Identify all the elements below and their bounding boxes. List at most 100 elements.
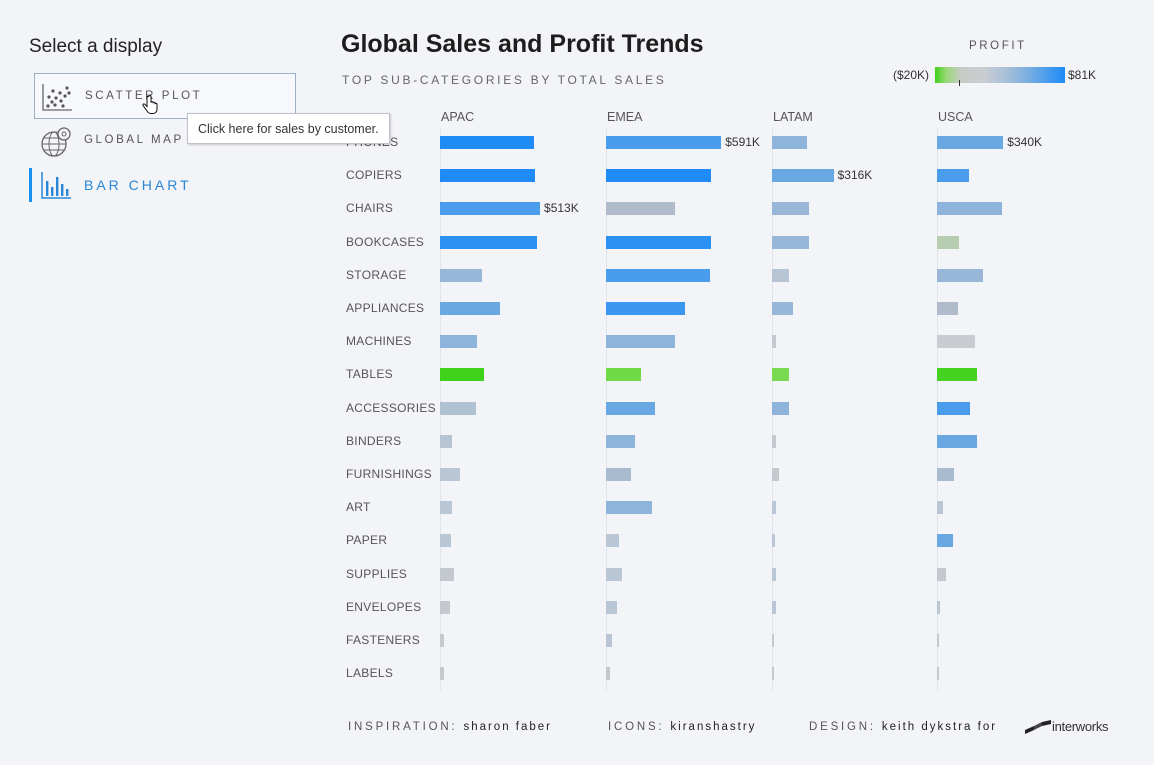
bar [772, 634, 774, 647]
bar [772, 202, 809, 216]
footer-icons-label: ICONS: [608, 721, 665, 733]
region-header: EMEA [607, 110, 643, 124]
bar [772, 335, 777, 349]
bar [772, 302, 794, 315]
bar [440, 434, 453, 448]
bar [440, 368, 484, 382]
profit-color-scale [935, 67, 1065, 83]
bar [440, 268, 482, 282]
bar [772, 368, 790, 382]
bar [772, 667, 774, 681]
bar [937, 268, 983, 282]
category-label: MACHINES [346, 334, 412, 349]
bar [937, 235, 960, 249]
bar [440, 501, 452, 515]
bar [440, 534, 452, 548]
legend-title: PROFIT [969, 40, 1027, 52]
bar [440, 667, 444, 681]
bar [606, 268, 711, 282]
data-label: $591K [725, 135, 760, 149]
bar [440, 335, 477, 349]
bar [937, 136, 1004, 149]
bar [606, 534, 619, 548]
category-label: LABELS [346, 666, 394, 681]
bar [937, 368, 978, 382]
bar [440, 567, 454, 581]
bar [606, 600, 618, 614]
bar [772, 268, 790, 282]
bar-chart: PHONESCOPIERSCHAIRSBOOKCASESSTORAGEAPPLI… [346, 110, 1042, 690]
bar [937, 434, 978, 448]
footer-design-label: DESIGN: [809, 721, 876, 733]
bar [440, 401, 477, 415]
bar [606, 368, 642, 382]
data-label: $316K [837, 168, 873, 183]
footer-icons-name: kiranshastry [670, 721, 757, 733]
bar-chart-label: BAR CHART [84, 177, 192, 193]
bar [440, 600, 450, 614]
bar [937, 468, 955, 481]
bar [772, 136, 807, 149]
bar-chart-icon [41, 172, 71, 199]
category-label: BOOKCASES [346, 234, 425, 249]
region-header: LATAM [773, 110, 813, 124]
bar [772, 501, 777, 515]
footer-icons: ICONS: kiranshastry [608, 721, 756, 733]
hand-cursor-icon [142, 95, 158, 114]
category-label: FASTENERS [346, 633, 421, 647]
bar [440, 302, 500, 315]
bar [606, 634, 612, 647]
category-label: CHAIRS [346, 201, 394, 216]
bar [440, 202, 541, 216]
footer-design: DESIGN: keith dykstra for [809, 721, 997, 733]
bar [772, 401, 790, 415]
bar [606, 169, 711, 183]
scatter-plot-button[interactable]: SCATTER PLOT [34, 73, 296, 119]
sidebar-title: Select a display [29, 36, 163, 57]
category-label: APPLIANCES [346, 301, 425, 315]
bar [440, 169, 535, 183]
bar [937, 667, 939, 681]
bar [772, 567, 777, 581]
category-label: TABLES [346, 367, 393, 382]
global-map-button[interactable]: GLOBAL MAP [34, 120, 296, 166]
category-label: COPIERS [346, 168, 403, 183]
category-label: PAPER [346, 533, 388, 548]
bar [440, 468, 460, 481]
bar [937, 501, 943, 515]
footer-inspiration-name: sharon faber [463, 721, 553, 733]
footer-inspiration: INSPIRATION: sharon faber [348, 721, 552, 733]
legend-min-label: ($20K) [893, 68, 930, 82]
bar [606, 335, 676, 349]
bar [937, 567, 946, 581]
page-subtitle: TOP SUB-CATEGORIES BY TOTAL SALES [342, 73, 667, 87]
globe-icon [41, 127, 71, 157]
region-header: APAC [441, 110, 475, 124]
scatter-plot-icon [42, 84, 72, 111]
bar [937, 634, 939, 647]
interworks-logo-icon[interactable] [1025, 720, 1051, 736]
bar [440, 235, 537, 249]
category-label: BINDERS [346, 433, 402, 448]
bar [606, 501, 653, 515]
footer-inspiration-label: INSPIRATION: [348, 721, 458, 733]
global-map-label: GLOBAL MAP [84, 134, 184, 146]
category-label: ART [346, 500, 371, 515]
bar-chart-button[interactable]: BAR CHART [29, 166, 291, 202]
bar [440, 634, 444, 647]
legend-max-label: $81K [1068, 68, 1097, 82]
brand-name[interactable]: interworks [1052, 719, 1109, 734]
data-label: $513K [544, 201, 579, 216]
category-label: ENVELOPES [346, 599, 422, 614]
bar [606, 434, 636, 448]
bar [772, 534, 776, 548]
page-title: Global Sales and Profit Trends [341, 30, 704, 58]
bar [937, 202, 1003, 216]
region-header: USCA [938, 110, 973, 124]
bar [772, 600, 777, 614]
active-indicator [29, 168, 32, 202]
bar [937, 401, 971, 415]
bar [606, 235, 711, 249]
bar [937, 335, 976, 349]
bar [772, 169, 834, 183]
